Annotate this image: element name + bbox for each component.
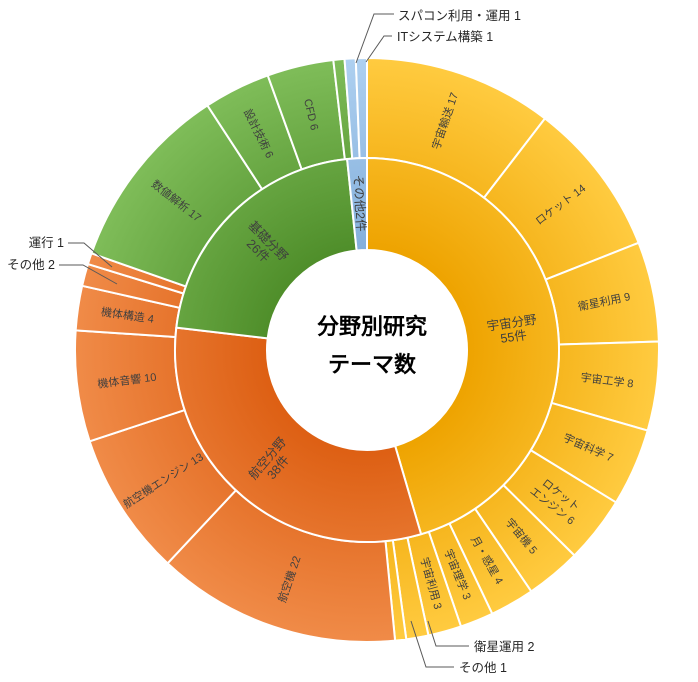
leader-line-it-system — [365, 35, 392, 63]
callout-label-aero-operation: 運行 1 — [29, 236, 64, 250]
callout-label-it-system: ITシステム構築 1 — [397, 29, 493, 44]
leader-line-satellite-operation — [427, 620, 469, 647]
callout-label-space-other: その他 1 — [459, 661, 507, 675]
label-inner-宇宙分野: 宇宙分野55件 — [486, 312, 540, 348]
leader-line-aero-operation — [68, 242, 113, 268]
chart-center-title-line2: テーマ数 — [328, 352, 417, 377]
callout-label-aero-other: その他 2 — [7, 258, 55, 272]
leader-line-hpc-use — [355, 13, 394, 64]
segment-inner-宇宙分野 — [366, 157, 560, 536]
segment-inner-航空分野 — [174, 326, 423, 543]
leader-line-aero-other — [59, 264, 118, 285]
leader-line-space-other — [410, 620, 454, 668]
segment-inner-その他 — [346, 157, 368, 252]
label-inner-その他: その他2件 — [351, 174, 368, 232]
chart-center-title-line1: 分野別研究 — [317, 314, 427, 339]
callout-label-hpc-use: スパコン利用・運用 1 — [398, 9, 521, 23]
segment-inner-基礎分野 — [175, 158, 358, 340]
callout-label-satellite-operation: 衛星運用 2 — [474, 640, 534, 654]
